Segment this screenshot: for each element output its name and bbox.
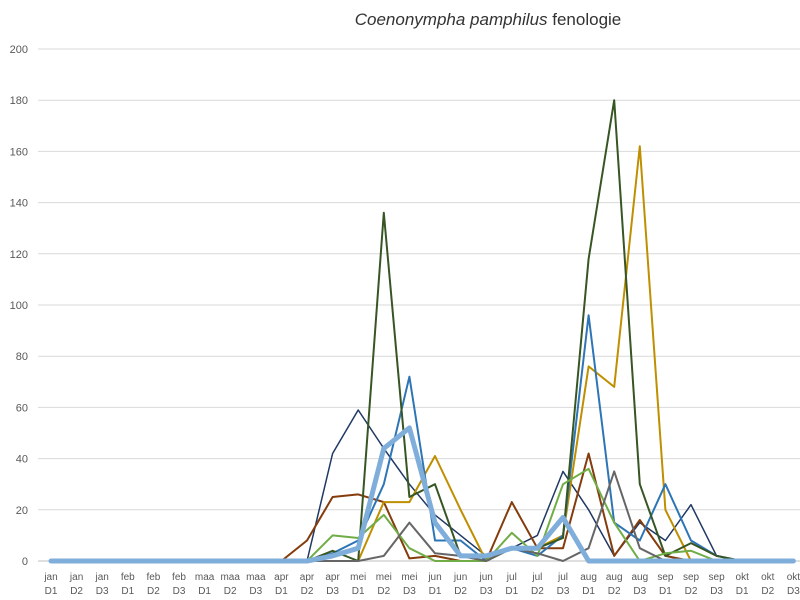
x-tick-label-month: mei [376,572,392,583]
x-tick-label-month: okt [736,572,750,583]
x-tick-label-month: mei [350,572,366,583]
x-tick-label-month: apr [300,572,315,583]
x-tick-label-month: maa [195,572,215,583]
x-tick-label-decade: D3 [249,586,262,597]
y-tick-label: 40 [16,454,28,466]
chart-title-suffix: fenologie [547,10,622,29]
x-tick-label-month: jan [69,572,83,583]
x-tick-label-decade: D3 [326,586,339,597]
x-tick-label-month: aug [606,572,623,583]
y-tick-label: 160 [10,146,28,158]
x-tick-label-decade: D2 [301,586,314,597]
x-tick-label-month: feb [172,572,186,583]
x-tick-label-decade: D2 [147,586,160,597]
series-line-4 [50,314,795,562]
x-tick-label-decade: D3 [173,586,186,597]
x-tick-label-decade: D1 [582,586,595,597]
x-tick-label-month: jun [427,572,441,583]
y-tick-label: 180 [10,95,28,107]
chart-title: Coenonympha pamphilus fenologie [0,10,800,30]
x-tick-label-decade: D3 [403,586,416,597]
x-tick-label-decade: D3 [96,586,109,597]
series-line-5 [50,99,795,562]
y-tick-label: 0 [22,556,28,568]
x-tick-label-decade: D3 [787,586,800,597]
x-tick-label-decade: D2 [224,586,237,597]
y-tick-label: 200 [10,44,28,56]
x-tick-label-month: maa [246,572,266,583]
x-tick-label-decade: D1 [352,586,365,597]
x-tick-label-month: jun [453,572,467,583]
x-tick-label-decade: D1 [275,586,288,597]
x-tick-label-decade: D2 [608,586,621,597]
y-axis-ticks: 0 20 40 60 80 100 120 140 160 180 200 [10,44,28,568]
x-tick-label-decade: D2 [70,586,83,597]
series-line-8 [48,425,796,564]
x-tick-label-month: jun [479,572,493,583]
y-tick-label: 120 [10,249,28,261]
x-tick-label-month: apr [325,572,340,583]
x-tick-label-month: jan [43,572,57,583]
x-tick-label-month: apr [274,572,289,583]
chart-title-species: Coenonympha pamphilus [354,10,548,29]
x-tick-label-decade: D2 [377,586,390,597]
x-tick-label-month: feb [121,572,135,583]
x-axis-ticks: jan D1 jan D2 jan D3 feb D1 feb D2 feb D3 maa D1 maa D2… [43,572,800,597]
x-tick-label-decade: D1 [505,586,518,597]
x-tick-label-month: okt [787,572,800,583]
x-tick-label-month: jul [531,572,542,583]
x-tick-label-decade: D1 [198,586,211,597]
y-tick-label: 20 [16,505,28,517]
x-tick-label-decade: D3 [633,586,646,597]
x-tick-label-month: okt [761,572,775,583]
y-tick-label: 100 [10,300,28,312]
x-tick-label-month: feb [146,572,160,583]
x-tick-label-decade: D3 [557,586,570,597]
x-tick-label-decade: D2 [761,586,774,597]
x-tick-label-month: jul [506,572,517,583]
x-tick-label-month: sep [657,572,674,583]
y-tick-label: 60 [16,402,28,414]
x-tick-label-decade: D1 [121,586,134,597]
y-tick-label: 80 [16,351,28,363]
x-tick-label-decade: D3 [480,586,493,597]
x-tick-label-decade: D1 [45,586,58,597]
x-tick-label-month: mei [401,572,417,583]
x-tick-label-month: jan [95,572,109,583]
x-tick-label-month: aug [631,572,648,583]
x-tick-label-month: sep [683,572,700,583]
x-tick-label-decade: D3 [710,586,723,597]
x-tick-label-month: jul [557,572,568,583]
x-tick-label-month: aug [580,572,597,583]
x-tick-label-decade: D2 [454,586,467,597]
series-lines [48,99,796,564]
x-tick-label-decade: D1 [659,586,672,597]
x-tick-label-decade: D2 [685,586,698,597]
x-tick-label-decade: D1 [429,586,442,597]
x-tick-label-decade: D1 [736,586,749,597]
gridlines [38,48,800,562]
x-tick-label-decade: D2 [531,586,544,597]
x-tick-label-month: sep [709,572,726,583]
x-tick-label-month: maa [220,572,240,583]
y-tick-label: 140 [10,198,28,210]
